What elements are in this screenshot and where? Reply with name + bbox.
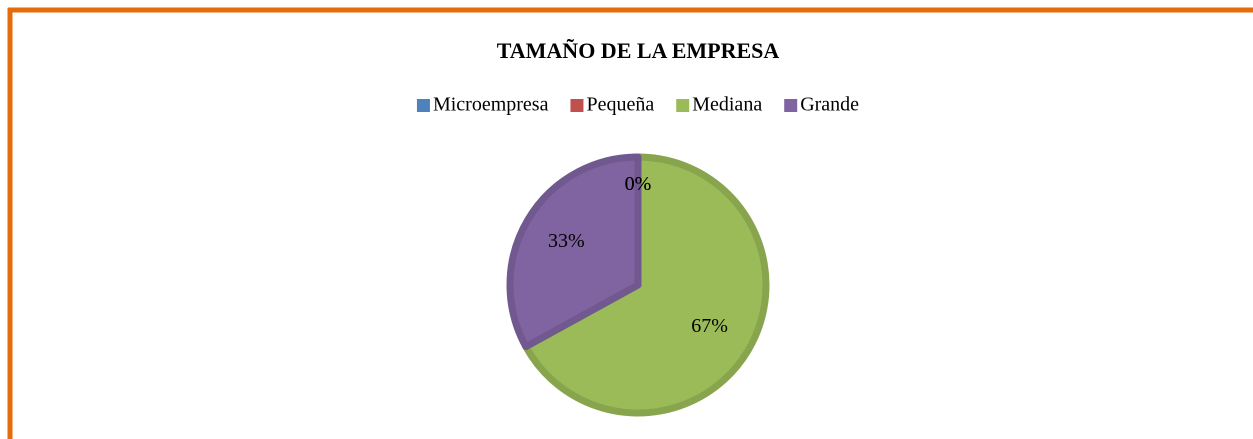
legend-swatch [676,99,690,112]
data-label: 33% [548,230,585,252]
legend-label: Pequeña [586,94,654,116]
pie-slice [522,153,770,417]
data-label: 0% [625,173,652,195]
data-label: 0% [625,173,652,195]
chart-title: TAMAÑO DE LA EMPRESA [497,38,780,63]
legend-swatch [416,99,430,112]
legend-label: Mediana [692,94,762,116]
legend-swatch [784,99,798,112]
legend-swatch [570,99,584,112]
data-label: 67% [691,315,728,337]
legend-label: Grande [800,94,859,116]
legend-label: Microempresa [433,94,549,116]
pie-slice [506,153,642,351]
